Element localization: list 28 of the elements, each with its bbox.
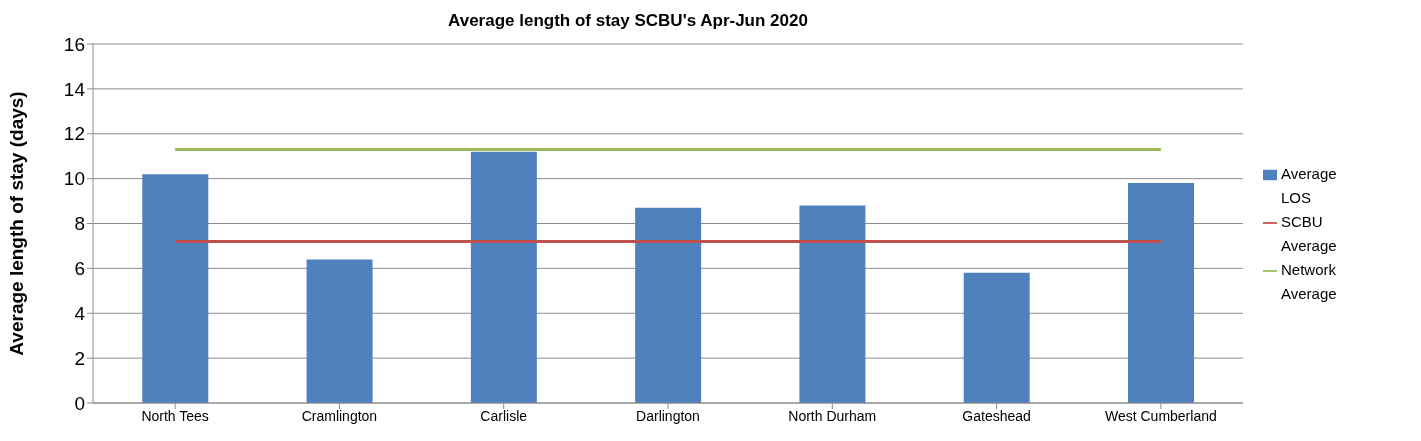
x-tick-label: North Durham: [788, 407, 877, 424]
y-axis-title: Average length of stay (days): [5, 91, 27, 356]
y-tick-label: 8: [74, 213, 85, 235]
y-tick-label: 0: [74, 392, 85, 414]
bar: [799, 205, 866, 403]
x-tick-label: Darlington: [636, 407, 700, 424]
bar: [306, 259, 373, 403]
chart-title: Average length of stay SCBU's Apr-Jun 2020: [447, 10, 809, 32]
bar: [635, 207, 702, 403]
bar: [1128, 183, 1194, 403]
y-tick-label: 6: [74, 258, 85, 280]
x-tick-label: North Tees: [141, 407, 209, 424]
y-tick-label: 12: [63, 123, 85, 145]
x-tick-label: Carlisle: [480, 407, 528, 424]
x-tick-label: Cramlington: [301, 407, 378, 424]
bar: [470, 151, 537, 403]
legend-label: Network Average: [1281, 259, 1338, 304]
y-tick-label: 4: [74, 302, 86, 324]
bar: [142, 174, 209, 403]
x-tick-label: Gateshead: [962, 407, 1031, 424]
bar: [963, 272, 1030, 403]
x-tick-label: West Cumberland: [1104, 407, 1217, 424]
legend-label: SCBU Average: [1281, 211, 1338, 256]
y-tick-label: 2: [74, 347, 85, 369]
y-tick-label: 10: [63, 168, 85, 190]
y-tick-label: 16: [63, 33, 85, 55]
legend-label: Average LOS: [1281, 163, 1338, 208]
y-tick-label: 14: [63, 78, 86, 100]
